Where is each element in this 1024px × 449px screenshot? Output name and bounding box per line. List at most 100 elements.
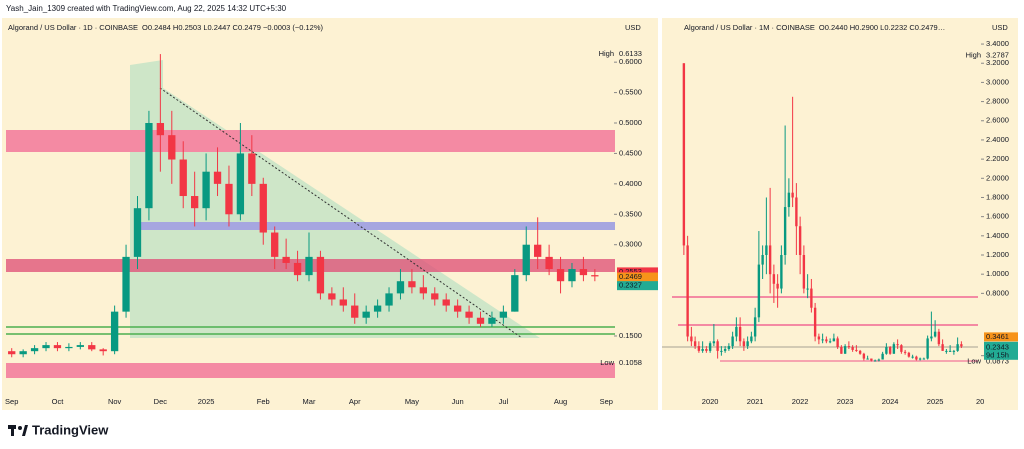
candle-body: [168, 135, 176, 160]
candle-body: [682, 63, 686, 246]
candle-body: [30, 348, 39, 352]
candle-body: [385, 293, 393, 306]
chart-title: Algorand / US Dollar · 1M · COINBASE: [684, 23, 815, 32]
candle-body: [757, 264, 761, 318]
candle-body: [259, 183, 267, 233]
x-tick-label: Aug: [554, 397, 567, 406]
candle-body: [534, 244, 542, 257]
candle-body: [746, 341, 749, 347]
candle-body: [556, 269, 565, 282]
candle-body: [8, 351, 16, 355]
candle-body: [701, 348, 704, 351]
candle-body: [836, 338, 839, 348]
x-tick-label: Feb: [257, 397, 270, 406]
candle-body: [465, 311, 473, 318]
candle-body: [191, 196, 199, 209]
candle-body: [690, 336, 693, 342]
x-tick-label: Jul: [499, 397, 509, 406]
y-tick-label: 0.1500: [619, 331, 642, 340]
y-tick-label: 0.4000: [619, 179, 642, 188]
candle-body: [720, 350, 723, 352]
candle-body: [442, 299, 450, 306]
candle-body: [179, 159, 187, 197]
candle-body: [738, 326, 742, 342]
extreme-value: 3.2787: [986, 51, 1009, 60]
right-panel: [662, 18, 1018, 410]
candle-body: [937, 331, 941, 345]
candle-body: [858, 350, 862, 354]
candle-body: [941, 344, 944, 351]
candle-body: [911, 356, 914, 358]
candle-body: [926, 338, 929, 359]
candle-body: [282, 256, 290, 263]
candle-body: [19, 351, 27, 355]
candle-body: [892, 344, 896, 354]
candle-body: [408, 281, 416, 288]
candle-body: [885, 347, 888, 354]
currency: USD: [992, 23, 1008, 32]
candle-body: [798, 226, 802, 256]
candle-body: [783, 207, 787, 256]
candle-body: [65, 346, 73, 349]
ohlc: O0.2440 H0.2900 L0.2232 C0.2479…: [819, 23, 945, 32]
candle-body: [888, 347, 892, 354]
candle-body: [840, 347, 843, 354]
candle-body: [248, 153, 256, 184]
extreme-value: 0.6133: [619, 49, 642, 58]
x-tick-label: 2022: [792, 397, 809, 406]
candle-body: [866, 358, 869, 360]
price-tag-label: 0.2553: [619, 267, 642, 276]
header: Yash_Jain_1309 created with TradingView.…: [6, 4, 287, 13]
candle-body: [952, 350, 956, 352]
x-tick-label: 20: [976, 397, 984, 406]
extreme-name: Low: [967, 357, 981, 366]
x-tick-label: May: [405, 397, 419, 406]
candle-body: [76, 345, 84, 347]
candle-body: [373, 305, 382, 312]
y-tick-label: 3.4000: [986, 39, 1009, 48]
y-tick-label: 0.3500: [619, 209, 642, 218]
candle-body: [213, 171, 222, 184]
candle-body: [236, 153, 245, 215]
extreme-value: 0.0873: [986, 357, 1009, 366]
candle-body: [476, 317, 485, 324]
y-tick-label: 2.6000: [986, 116, 1009, 125]
candle-body: [877, 359, 881, 361]
y-tick-label: 3.2000: [986, 58, 1009, 67]
candle-body: [727, 346, 731, 349]
price-tag-label: 0.3461: [986, 332, 1009, 341]
candle-body: [499, 311, 508, 318]
extreme-value: 0.1058: [619, 358, 642, 367]
candle-body: [915, 356, 918, 360]
candle-body: [828, 341, 832, 343]
x-tick-label: 2020: [702, 397, 719, 406]
candle-body: [761, 255, 764, 265]
y-tick-label: 0.5000: [619, 118, 642, 127]
candle-body: [305, 256, 313, 276]
candle-body: [813, 307, 817, 337]
y-tick-label: 3.0000: [986, 77, 1009, 86]
y-tick-label: 1.6000: [986, 212, 1009, 221]
x-tick-label: 2025: [927, 397, 944, 406]
candle-body: [328, 293, 336, 300]
candle-body: [787, 192, 791, 208]
extreme-name: High: [599, 49, 614, 58]
candle-body: [225, 183, 233, 215]
candle-body: [832, 338, 836, 342]
candle-body: [419, 287, 427, 294]
candle-body: [708, 343, 712, 351]
candle-body: [780, 255, 783, 289]
y-tick-label: 1.8000: [986, 192, 1009, 201]
candle-body: [873, 360, 877, 362]
price-tag: [617, 281, 658, 291]
candle-body: [847, 346, 851, 348]
candle-body: [122, 256, 130, 312]
x-tick-label: 2024: [882, 397, 899, 406]
y-tick-label: 1.0000: [986, 269, 1009, 278]
chart-layer: Algorand / US Dollar · 1D · COINBASE O0.2…: [5, 23, 1018, 406]
candle-body: [776, 283, 779, 289]
demand-zone: [6, 363, 615, 378]
candle-body: [99, 349, 107, 352]
y-tick-label: 0.8000: [986, 288, 1009, 297]
